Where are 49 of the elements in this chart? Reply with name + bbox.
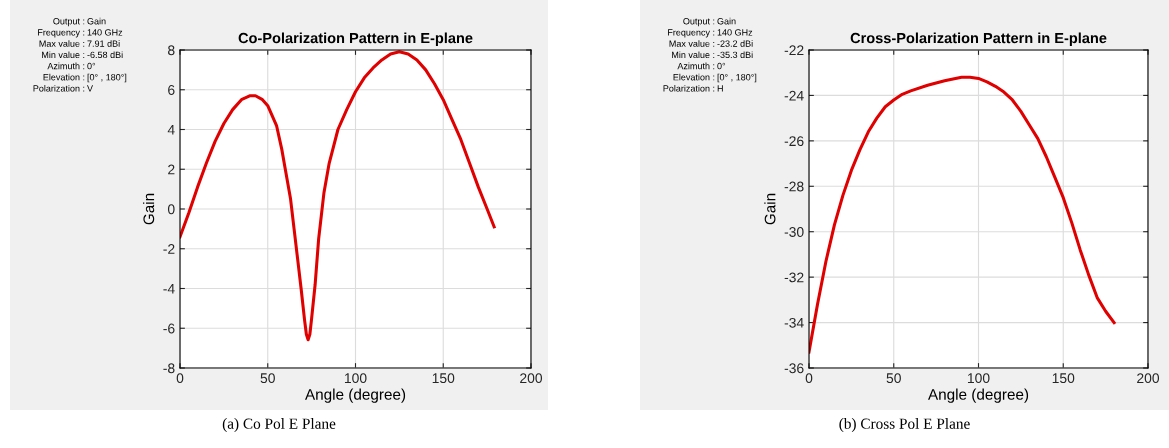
x-tick-label: 0 [805, 373, 813, 384]
y-tick-label: -36 [784, 363, 804, 374]
text: Elevation : [0° , 180°] [43, 73, 127, 83]
text: Min value : -35.3 dBi [672, 51, 753, 59]
text: Azimuth : 0° [47, 62, 96, 70]
x-tick-label: 100 [344, 373, 367, 384]
text: Frequency : 140 GHz [38, 29, 123, 38]
text: Output : Gain [53, 17, 106, 27]
chart-title: Cross-Polarization Pattern in E-plane [850, 32, 1107, 47]
y-tick-label: -8 [163, 363, 175, 374]
y-tick-label: -32 [784, 272, 804, 283]
x-tick-label: 200 [1137, 373, 1160, 384]
x-tick-label: 50 [260, 373, 275, 384]
y-tick-label: 2 [168, 164, 175, 175]
x-axis-title: Angle (degree) [928, 388, 1029, 403]
y-tick-label: -30 [784, 227, 804, 237]
text: Polarization : V [33, 84, 93, 92]
x-tick-label: 200 [520, 373, 543, 384]
x-tick-label: 150 [1052, 373, 1075, 384]
y-tick-label: 8 [168, 45, 175, 56]
x-axis-title: Angle (degree) [305, 388, 406, 403]
text: Elevation : [0° , 180°] [673, 73, 757, 83]
y-tick-label: 4 [167, 124, 175, 135]
y-tick-label: -34 [784, 317, 804, 328]
y-tick-label: -22 [784, 45, 804, 56]
y-tick-label: -4 [163, 283, 175, 294]
text: Output : Gain [683, 17, 736, 27]
y-tick-label: -2 [163, 244, 175, 254]
y-tick-label: -28 [784, 181, 804, 192]
y-tick-label: -26 [784, 136, 804, 147]
text: (b) Cross Pol E Plane [839, 418, 970, 432]
text: Max value : 7.91 dBi [39, 40, 120, 47]
x-tick-label: 0 [176, 373, 184, 384]
y-tick-label: -24 [784, 90, 804, 101]
text: Frequency : 140 GHz [668, 29, 753, 38]
text: Max value : -23.2 dBi [669, 40, 753, 47]
x-tick-label: 150 [432, 373, 455, 384]
y-tick-label: 0 [167, 204, 175, 215]
text: Min value : -6.58 dBi [42, 51, 123, 59]
y-tick-label: 6 [168, 85, 175, 95]
y-tick-label: -6 [163, 323, 175, 334]
text: Azimuth : 0° [677, 62, 726, 70]
text: (a) Co Pol E Plane [222, 418, 336, 432]
x-tick-label: 50 [886, 373, 901, 384]
y-axis-title: Gain [142, 193, 155, 225]
chart-title: Co-Polarization Pattern in E-plane [238, 32, 473, 47]
x-tick-label: 100 [967, 373, 990, 384]
y-axis-title: Gain [764, 193, 776, 225]
text: Polarization : H [663, 84, 723, 92]
